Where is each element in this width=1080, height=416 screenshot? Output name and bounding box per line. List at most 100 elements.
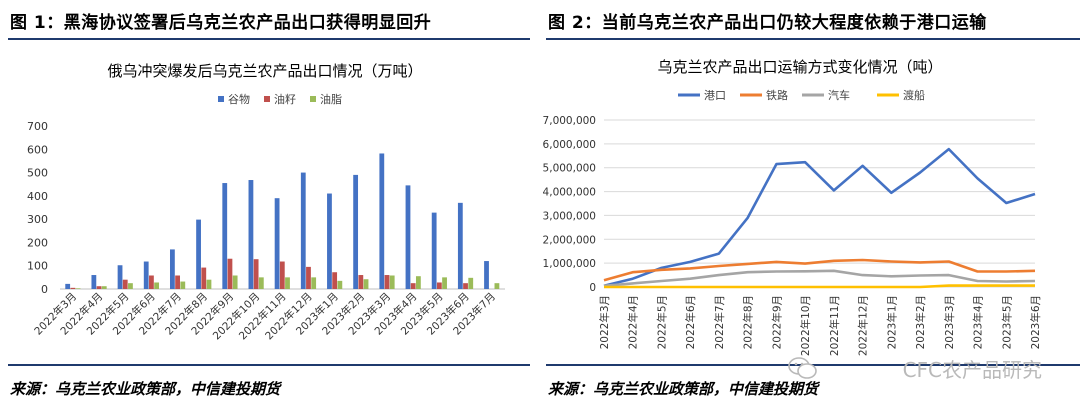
bar-油脂 [154, 282, 160, 289]
bar-油籽 [463, 283, 468, 289]
y-tick-label: 1,000,000 [543, 258, 596, 270]
y-tick-label: 2,000,000 [543, 234, 596, 246]
bar-谷物 [169, 249, 175, 289]
x-tick-label: 2022年5月 [655, 295, 668, 349]
bar-油籽 [70, 287, 76, 289]
bar-油脂 [285, 277, 290, 289]
bar-谷物 [65, 283, 71, 289]
x-tick-label: 2022年7月 [713, 295, 726, 349]
x-tick-label: 2023年1月 [885, 295, 898, 349]
y-tick-label: 4,000,000 [543, 187, 596, 199]
bar-谷物 [484, 261, 489, 289]
bar-油籽 [306, 266, 311, 289]
y-tick-label: 300 [27, 213, 48, 226]
series-line-港口 [603, 147, 1036, 288]
bar-油脂 [206, 279, 212, 289]
bar-谷物 [274, 198, 280, 289]
legend-label: 油籽 [274, 92, 296, 106]
series-line-汽车 [603, 269, 1036, 288]
figure-1-source: 来源：乌克兰农业政策部，中信建投期货 [10, 380, 281, 398]
x-tick-label: 2022年8月 [742, 295, 755, 349]
wechat-icon [788, 357, 817, 379]
legend-label: 谷物 [228, 92, 250, 106]
legend-swatch [310, 96, 316, 102]
x-tick-label: 2023年6月 [1029, 295, 1042, 349]
x-tick-label: 2022年10月 [799, 295, 812, 356]
legend-label: 汽车 [828, 88, 850, 102]
bar-油籽 [175, 275, 180, 289]
legend-label: 铁路 [766, 89, 788, 102]
y-tick-label: 500 [27, 167, 48, 180]
bar-油脂 [75, 288, 81, 289]
bar-谷物 [457, 202, 463, 289]
x-tick-label: 2022年12月 [857, 295, 870, 356]
x-tick-label: 2022年6月 [684, 295, 697, 349]
chart-title: 乌克兰农产品出口运输方式变化情况（吨） [657, 58, 942, 76]
figure-1-title: 图 1：黑海协议签署后乌克兰农产品出口获得明显回升 [10, 13, 432, 33]
bar-油脂 [363, 279, 369, 289]
chart-title: 俄乌冲突爆发后乌克兰农产品出口情况（万吨） [107, 62, 422, 80]
bar-谷物 [353, 174, 359, 289]
bar-谷物 [143, 261, 149, 289]
bar-油脂 [468, 277, 474, 289]
bar-谷物 [379, 153, 385, 289]
bar-chart: 俄乌冲突爆发后乌克兰农产品出口情况（万吨） 谷物 油籽 油脂 0 100 200 300 400… [27, 62, 505, 342]
bar-油籽 [384, 275, 390, 289]
bar-油籽 [436, 282, 442, 289]
legend-label: 渡船 [903, 88, 925, 102]
x-tick-label: 2022年3月 [598, 295, 611, 349]
bar-油籽 [201, 267, 207, 289]
bar-谷物 [196, 219, 201, 289]
bar-油籽 [279, 261, 285, 289]
x-tick-label: 2022年4月 [627, 295, 640, 349]
legend-swatch [264, 96, 270, 102]
y-tick-label: 600 [27, 143, 48, 156]
x-tick-label: 2023年5月 [1000, 295, 1013, 349]
x-tick-label: 2023年2月 [914, 295, 927, 349]
series-line-铁路 [603, 258, 1036, 282]
bar-谷物 [431, 212, 437, 289]
x-tick-label: 2022年9月 [770, 295, 783, 349]
bar-油脂 [128, 283, 133, 289]
legend-swatch [218, 96, 224, 102]
y-tick-label: 3,000,000 [543, 210, 596, 222]
bar-油籽 [96, 286, 102, 289]
bar-油脂 [494, 283, 500, 289]
figure-1-bottom-rule [8, 364, 530, 366]
line-chart: 乌克兰农产品出口运输方式变化情况（吨） 港口 铁路 汽车 渡船 0 1,000,000 2,0… [543, 58, 1042, 356]
bar-油脂 [389, 275, 395, 289]
figure-1-top-rule [8, 38, 530, 40]
y-tick-label: 100 [27, 260, 48, 273]
y-tick-label: 200 [27, 236, 48, 249]
bar-油脂 [415, 276, 421, 289]
watermark-text: CFC农产品研究 [902, 358, 1042, 382]
figure-2-top-rule [546, 38, 1080, 40]
bar-油籽 [410, 283, 416, 289]
bar-油脂 [337, 280, 343, 289]
y-tick-label: 0 [589, 282, 596, 294]
bar-油籽 [122, 279, 128, 289]
bar-谷物 [91, 275, 97, 289]
figure-2-panel: 图 2：当前乌克兰农产品出口仍较大程度依赖于港口运输 乌克兰农产品出口运输方式变… [538, 0, 1080, 416]
bar-油籽 [227, 258, 233, 289]
legend-label: 油脂 [320, 92, 342, 106]
y-tick-label: 6,000,000 [543, 139, 596, 151]
bar-谷物 [327, 193, 332, 289]
y-tick-label: 700 [27, 120, 48, 133]
bar-油脂 [180, 281, 186, 289]
x-tick-label: 2022年11月 [828, 295, 841, 356]
x-tick-label: 2023年3月 [943, 295, 956, 349]
y-tick-label: 400 [27, 190, 48, 203]
x-tick-label: 2023年4月 [972, 295, 985, 349]
bar-谷物 [117, 265, 123, 289]
bar-油籽 [149, 275, 154, 289]
figure-2-source: 来源：乌克兰农业政策部，中信建投期货 [548, 380, 819, 398]
bar-油籽 [253, 259, 259, 289]
bar-油脂 [232, 275, 238, 289]
bar-油脂 [311, 277, 317, 289]
bar-谷物 [300, 172, 306, 289]
legend-label: 港口 [704, 89, 726, 102]
figure-2-title: 图 2：当前乌克兰农产品出口仍较大程度依赖于港口运输 [548, 13, 987, 33]
bar-谷物 [222, 183, 228, 289]
y-tick-label: 0 [41, 283, 48, 296]
